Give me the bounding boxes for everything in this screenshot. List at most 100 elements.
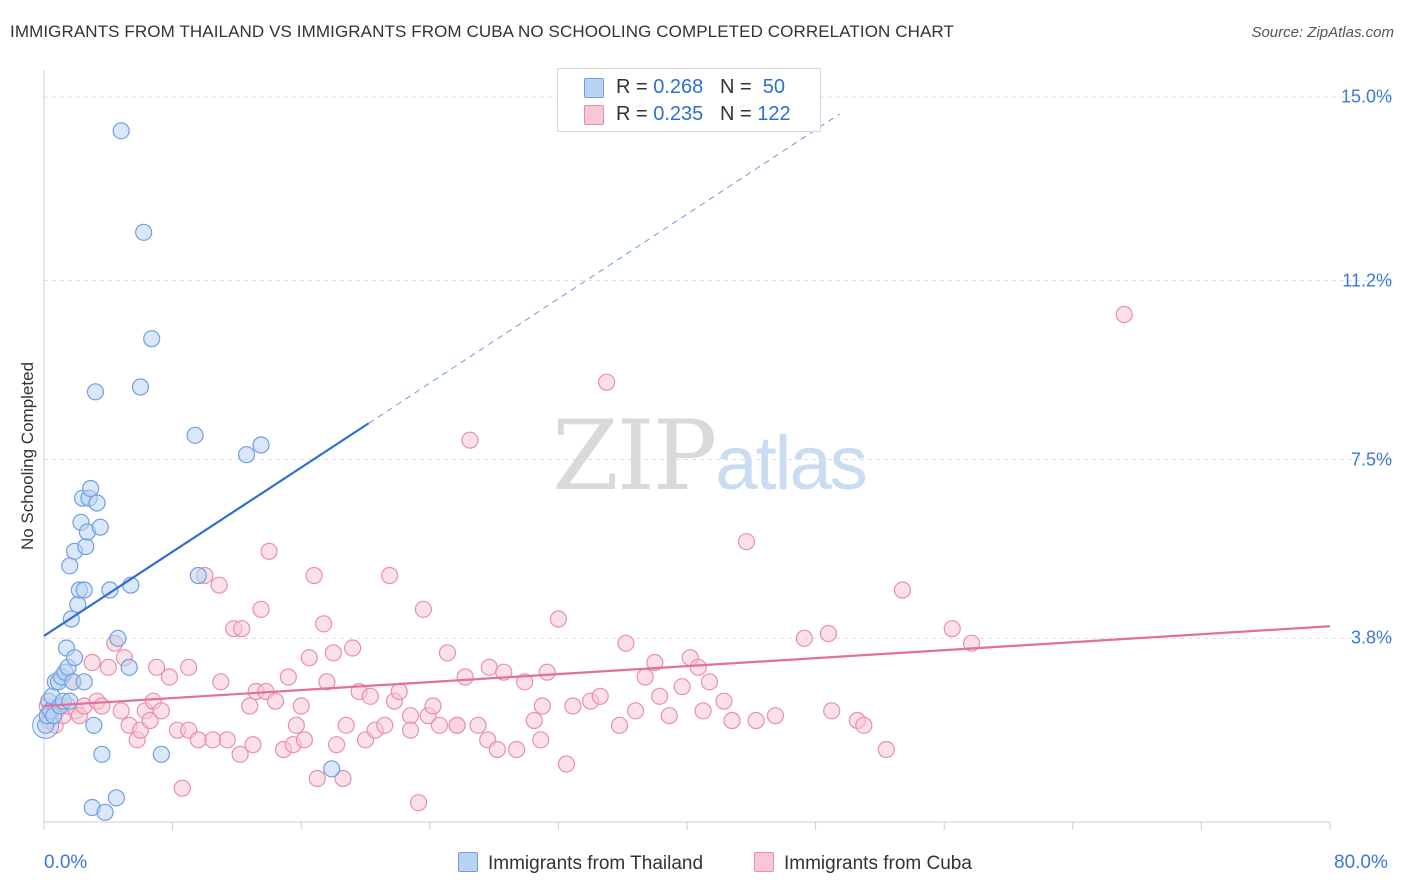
thailand-point-36 [96, 803, 114, 821]
cuba-point-60 [334, 769, 352, 788]
legend-item-cuba: Immigrants from Cuba [754, 852, 972, 875]
cuba-point-88 [508, 740, 526, 759]
cuba-point-98 [591, 687, 609, 705]
thailand-point-47 [186, 426, 204, 444]
trend-line-thailand [43, 422, 370, 637]
thailand-point-43 [131, 378, 150, 396]
trend-line-cuba [43, 625, 1331, 708]
legend-swatch-cuba [584, 105, 604, 125]
cuba-point-41 [244, 736, 262, 754]
thailand-point-51 [323, 760, 341, 778]
legend-n-label: N = [719, 76, 758, 98]
cuba-point-95 [557, 755, 576, 773]
thailand-point-40 [112, 122, 130, 140]
cuba-point-99 [598, 373, 616, 391]
legend-n-value-thailand: 50 [757, 76, 786, 98]
legend-swatch-thailand [584, 78, 604, 98]
legend-swatch-thailand [458, 852, 478, 872]
thailand-point-49 [237, 446, 256, 464]
cuba-point-103 [636, 668, 654, 686]
cuba-point-114 [737, 533, 756, 551]
legend-n-label: N = [719, 103, 758, 125]
y-tick-label-2: 11.2% [1342, 270, 1392, 291]
cuba-point-62 [344, 639, 362, 657]
source-credit: Source: ZipAtlas.com [1251, 24, 1394, 41]
cuba-point-93 [538, 663, 556, 681]
trend-lines [43, 113, 1331, 708]
cuba-point-55 [308, 769, 326, 788]
cuba-point-56 [315, 615, 333, 633]
cuba-point-116 [766, 707, 785, 725]
cuba-point-113 [723, 711, 741, 730]
axes [43, 70, 1331, 830]
cuba-point-109 [689, 658, 707, 676]
cuba-point-57 [318, 673, 336, 691]
cuba-point-14 [99, 658, 117, 676]
cuba-point-86 [488, 740, 506, 759]
legend-r-value-cuba: 0.235 [653, 103, 704, 125]
cuba-point-29 [180, 658, 198, 676]
thailand-point-38 [107, 789, 125, 807]
cuba-point-83 [469, 716, 487, 734]
cuba-point-124 [943, 620, 961, 638]
thailand-point-14 [61, 692, 79, 710]
thailand-point-19 [65, 649, 84, 667]
cuba-point-121 [855, 716, 873, 734]
cuba-point-16 [112, 702, 130, 720]
thailand-point-25 [75, 581, 93, 599]
thailand-point-31 [85, 716, 103, 734]
cuba-point-43 [252, 600, 270, 618]
cuba-point-89 [516, 673, 534, 691]
cuba-point-13 [93, 697, 111, 715]
thailand-point-32 [86, 383, 105, 401]
cuba-point-38 [231, 745, 249, 763]
thailand-point-37 [101, 581, 119, 599]
series-cuba-points [38, 305, 1133, 812]
cuba-point-52 [295, 731, 314, 749]
legend-r-label: R = [616, 103, 654, 125]
cuba-point-122 [877, 740, 895, 759]
cuba-point-51 [292, 697, 310, 715]
chart-title: IMMIGRANTS FROM THAILAND VS IMMIGRANTS F… [10, 22, 954, 41]
cuba-point-46 [266, 692, 285, 710]
cuba-point-50 [287, 716, 305, 734]
x-tick-label-min: 0.0% [44, 852, 88, 873]
cuba-point-68 [381, 566, 399, 585]
cuba-point-91 [532, 731, 550, 749]
cuba-point-107 [673, 678, 691, 696]
cuba-point-36 [218, 731, 236, 749]
thailand-point-29 [82, 479, 100, 498]
cuba-point-39 [233, 620, 251, 638]
cuba-point-80 [448, 716, 466, 734]
cuba-point-81 [456, 668, 474, 686]
cuba-point-72 [401, 721, 420, 739]
cuba-point-61 [337, 716, 355, 734]
cuba-point-48 [279, 668, 297, 686]
cuba-point-22 [141, 711, 159, 730]
cuba-point-67 [376, 716, 394, 734]
thailand-point-26 [77, 537, 95, 556]
y-tick-label-1: 7.5% [1350, 449, 1392, 469]
cuba-point-78 [438, 644, 457, 662]
legend-r-value-thailand: 0.268 [653, 76, 704, 98]
legend-label-thailand: Immigrants from Thailand [488, 853, 704, 874]
cuba-point-126 [1115, 305, 1133, 324]
cuba-point-54 [305, 566, 323, 585]
cuba-point-102 [626, 702, 645, 720]
cuba-point-31 [189, 731, 207, 749]
cuba-point-34 [210, 576, 228, 594]
legend-r-label: R = [616, 76, 654, 98]
cuba-point-92 [533, 697, 551, 715]
cuba-point-96 [564, 697, 582, 715]
watermark: ZIPatlas [552, 400, 868, 512]
cuba-point-58 [324, 644, 342, 662]
cuba-point-59 [327, 736, 346, 754]
cuba-point-82 [461, 431, 479, 449]
thailand-point-41 [120, 658, 138, 676]
cuba-point-26 [160, 668, 178, 686]
cuba-point-101 [617, 634, 635, 652]
watermark-atlas: atlas [715, 421, 868, 506]
cuba-point-25 [152, 702, 170, 720]
cuba-point-106 [660, 707, 678, 725]
